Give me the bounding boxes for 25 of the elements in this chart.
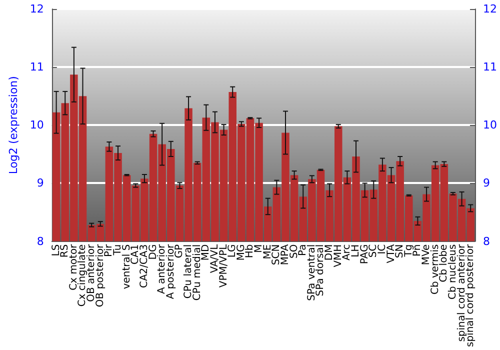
x-tick-label: DG <box>148 244 159 260</box>
x-tick-label: Pa <box>298 244 309 256</box>
y-tick-label: 10 <box>30 118 44 132</box>
x-tick-label: RS <box>60 244 71 258</box>
y2-tick-label: 12 <box>483 2 498 16</box>
y-tick-label: 9 <box>36 176 44 190</box>
y2-tick-label: 11 <box>483 60 498 74</box>
x-tick-label: IC <box>376 244 388 254</box>
y-tick-label: 12 <box>30 2 44 16</box>
y2-tick-label: 8 <box>483 234 490 248</box>
x-tick-label: MVe <box>421 244 432 266</box>
x-tick-label: CA2/CA3 <box>138 244 150 288</box>
x-tick-label: VA/VL <box>209 244 220 274</box>
x-tick-label: OB posterior <box>94 243 106 308</box>
y-tick-label: 8 <box>36 234 44 248</box>
x-tick-label: A posterior <box>165 243 176 300</box>
y-tick-label: 11 <box>30 60 44 74</box>
y-axis-title: Log2 (expression) <box>7 76 20 174</box>
x-tick-label: Cb lobe <box>438 244 450 282</box>
y2-tick-label: 9 <box>483 176 490 190</box>
x-tick-label: spinal cord posterior <box>465 243 476 348</box>
x-tick-label: GP <box>174 244 186 258</box>
x-tick-label: Tg <box>403 244 414 258</box>
x-tick-label: MPA <box>280 244 291 266</box>
y2-tick-label: 10 <box>483 118 498 132</box>
